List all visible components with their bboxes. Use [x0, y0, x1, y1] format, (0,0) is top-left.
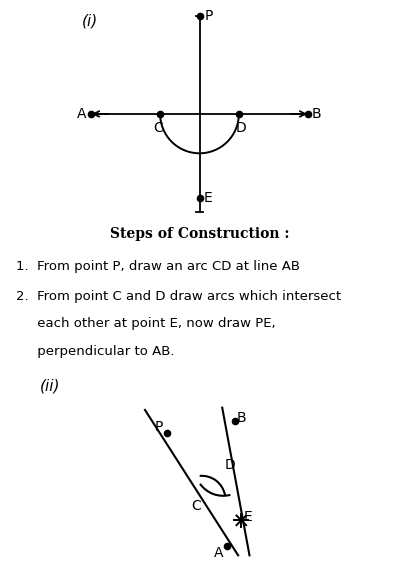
Text: B: B: [312, 107, 321, 121]
Text: D: D: [225, 458, 235, 473]
Text: E: E: [204, 190, 213, 205]
Text: 1.  From point P, draw an arc CD at line AB: 1. From point P, draw an arc CD at line …: [16, 260, 300, 272]
Text: (i): (i): [81, 13, 98, 28]
Text: perpendicular to AB.: perpendicular to AB.: [16, 344, 174, 358]
Text: P: P: [204, 9, 213, 23]
Text: E: E: [244, 509, 253, 524]
Text: C: C: [153, 121, 162, 134]
Text: C: C: [192, 499, 201, 514]
Text: A: A: [77, 107, 86, 121]
Text: D: D: [236, 121, 247, 134]
Text: A: A: [214, 546, 223, 560]
Text: each other at point E, now draw PE,: each other at point E, now draw PE,: [16, 317, 276, 331]
Text: B: B: [237, 411, 247, 425]
Text: Steps of Construction :: Steps of Construction :: [110, 227, 289, 241]
Text: P: P: [154, 420, 163, 434]
Text: 2.  From point C and D draw arcs which intersect: 2. From point C and D draw arcs which in…: [16, 290, 341, 304]
Text: (ii): (ii): [40, 379, 60, 394]
